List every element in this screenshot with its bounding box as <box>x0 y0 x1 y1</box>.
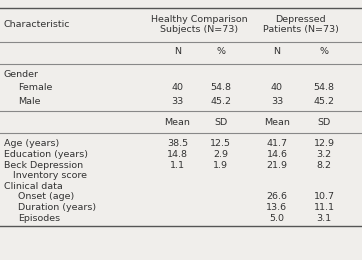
Text: Episodes: Episodes <box>18 214 60 223</box>
Text: 2.9: 2.9 <box>213 150 228 159</box>
Text: N: N <box>273 48 281 56</box>
Text: Female: Female <box>18 83 52 92</box>
Text: 14.8: 14.8 <box>167 150 188 159</box>
Text: Age (years): Age (years) <box>4 139 59 147</box>
Text: Depressed
Patients (N=73): Depressed Patients (N=73) <box>262 15 338 34</box>
Text: Characteristic: Characteristic <box>4 20 70 29</box>
Text: Mean: Mean <box>264 118 290 127</box>
Text: 11.1: 11.1 <box>313 203 334 212</box>
Text: 45.2: 45.2 <box>313 97 334 106</box>
Text: 45.2: 45.2 <box>210 97 231 106</box>
Text: 14.6: 14.6 <box>266 150 287 159</box>
Text: 38.5: 38.5 <box>167 139 188 147</box>
Text: %: % <box>216 48 225 56</box>
Text: Gender: Gender <box>4 70 39 79</box>
Text: 10.7: 10.7 <box>313 192 334 201</box>
Text: Mean: Mean <box>164 118 190 127</box>
Text: 21.9: 21.9 <box>266 161 287 170</box>
Text: 40: 40 <box>171 83 184 92</box>
Text: Onset (age): Onset (age) <box>18 192 74 201</box>
Text: N: N <box>174 48 181 56</box>
Text: 54.8: 54.8 <box>313 83 334 92</box>
Text: 3.1: 3.1 <box>316 214 332 223</box>
Text: Male: Male <box>18 97 41 106</box>
Text: 33: 33 <box>171 97 184 106</box>
Text: Healthy Comparison
Subjects (N=73): Healthy Comparison Subjects (N=73) <box>151 15 247 34</box>
Text: Education (years): Education (years) <box>4 150 88 159</box>
Text: 3.2: 3.2 <box>316 150 332 159</box>
Text: 40: 40 <box>271 83 283 92</box>
Text: 5.0: 5.0 <box>269 214 285 223</box>
Text: Clinical data: Clinical data <box>4 182 62 191</box>
Text: 41.7: 41.7 <box>266 139 287 147</box>
Text: %: % <box>320 48 328 56</box>
Text: 54.8: 54.8 <box>210 83 231 92</box>
Text: Beck Depression: Beck Depression <box>4 161 83 170</box>
Text: Duration (years): Duration (years) <box>18 203 96 212</box>
Text: 13.6: 13.6 <box>266 203 287 212</box>
Text: 12.5: 12.5 <box>210 139 231 147</box>
Text: SD: SD <box>214 118 227 127</box>
Text: 33: 33 <box>271 97 283 106</box>
Text: 12.9: 12.9 <box>313 139 334 147</box>
Text: 1.9: 1.9 <box>213 161 228 170</box>
Text: SD: SD <box>317 118 331 127</box>
Text: Inventory score: Inventory score <box>4 171 87 180</box>
Text: 1.1: 1.1 <box>170 161 185 170</box>
Text: 8.2: 8.2 <box>316 161 332 170</box>
Text: 26.6: 26.6 <box>266 192 287 201</box>
